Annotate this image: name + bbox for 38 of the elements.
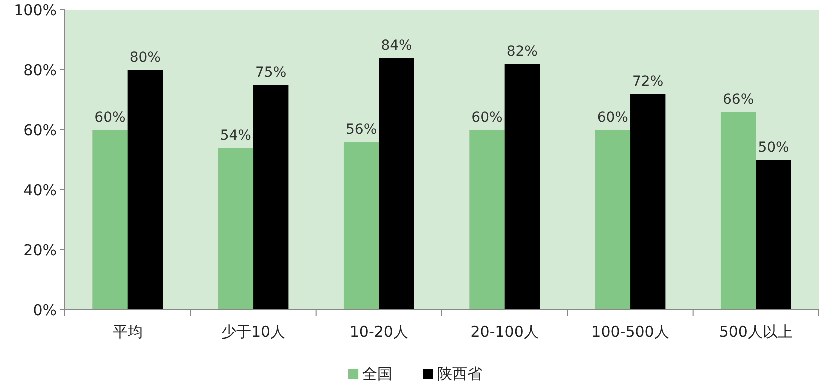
bar [344,142,380,310]
bar [504,64,540,310]
data-label: 72% [632,74,664,90]
y-tick-label: 40% [24,181,57,200]
data-label: 75% [256,65,287,81]
y-tick-label: 80% [24,61,57,80]
bar [254,85,289,310]
bar [720,112,756,310]
data-label: 84% [381,38,412,54]
data-label: 82% [506,44,538,60]
x-tick-label: 10-20人 [350,323,408,341]
data-label: 60% [472,110,503,126]
x-tick-label: 平均 [112,323,143,341]
bar [218,148,254,310]
bar [379,58,414,310]
x-tick-label: 500人以上 [719,323,793,341]
x-tick-label: 100-500人 [592,323,670,341]
bar [756,160,792,310]
x-tick-label: 少于10人 [221,323,286,341]
data-label: 66% [723,92,754,108]
y-tick-label: 0% [33,301,57,320]
data-label: 56% [346,122,378,138]
data-label: 50% [758,140,790,156]
bar [92,130,128,310]
y-tick-label: 60% [24,121,57,140]
bar [630,94,666,310]
y-tick-label: 100% [14,1,57,20]
data-label: 60% [597,110,628,126]
legend-label: 陕西省 [438,365,482,383]
x-tick-label: 20-100人 [470,323,539,341]
legend-label: 全国 [362,365,392,383]
y-tick-label: 20% [24,241,57,260]
bar [595,130,630,310]
bar [470,130,505,310]
bar [128,70,164,310]
data-label: 60% [94,110,126,126]
data-label: 54% [220,128,252,144]
data-label: 80% [130,50,161,66]
